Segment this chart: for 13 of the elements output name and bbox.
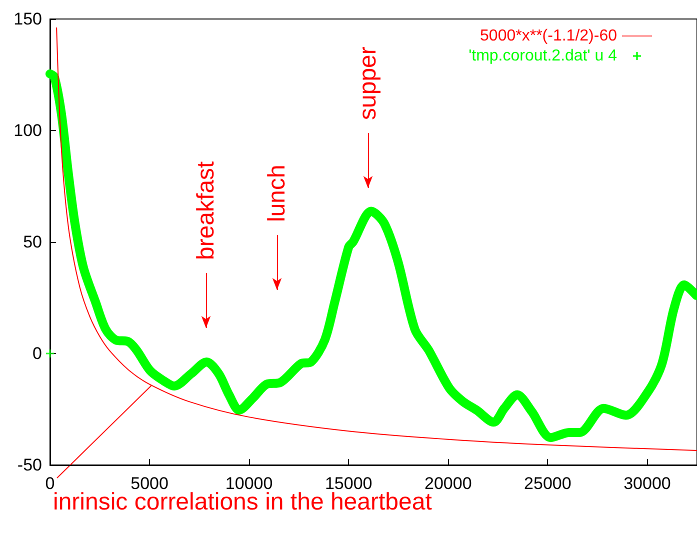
legend-label: 5000*x**(-1.1/2)-60 (480, 28, 618, 44)
y-tick-label: 0 (32, 344, 42, 363)
y-tick-label: 50 (23, 232, 42, 252)
x-tick-label: 0 (45, 474, 55, 493)
annotation: breakfast (192, 160, 220, 260)
x-tick-label: 30000 (624, 474, 671, 493)
y-tick-label: 100 (14, 121, 42, 140)
legend-label: 'tmp.corout.2.dat' u 4 (468, 48, 618, 64)
annotation: lunch (264, 164, 290, 222)
y-tick-label: -50 (17, 456, 42, 474)
x-tick-label: 25000 (524, 474, 572, 493)
y-tick-label: 150 (14, 10, 42, 28)
annotation: supper (354, 46, 382, 120)
